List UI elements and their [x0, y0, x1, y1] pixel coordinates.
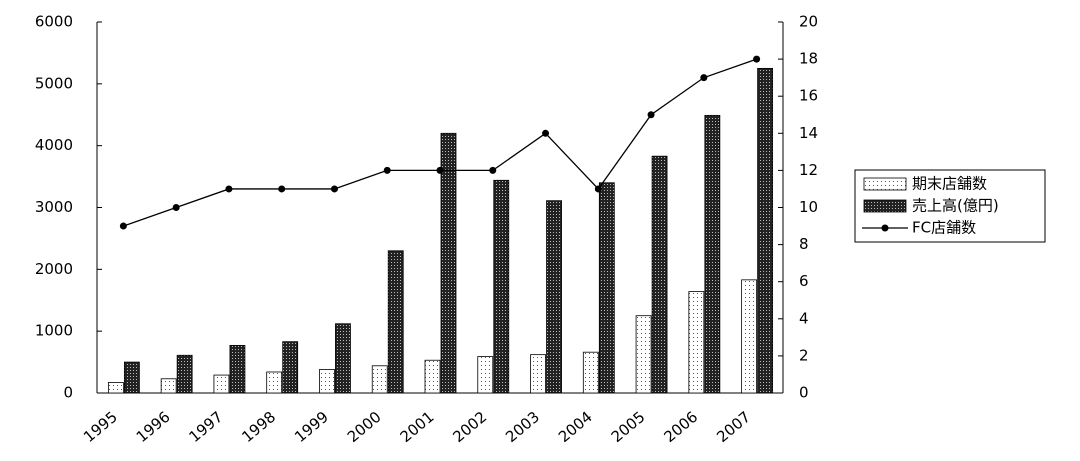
bar: [598, 182, 615, 394]
x-tick-label: 2003: [502, 408, 543, 446]
bar: [493, 179, 510, 394]
y-tick-label: 6000: [35, 13, 73, 31]
line-point: [489, 166, 497, 174]
y-tick-label: 2000: [35, 260, 73, 278]
bar: [335, 323, 351, 394]
bar: [704, 114, 721, 394]
legend-label: 期末店舗数: [912, 175, 987, 193]
y-tick-label: 0: [63, 384, 73, 402]
line-point: [225, 185, 233, 193]
x-tick-label: 1997: [186, 408, 227, 446]
bar: [282, 341, 299, 394]
line-point: [542, 129, 550, 137]
x-tick-label: 2004: [555, 408, 596, 446]
line-point: [330, 185, 338, 193]
bar: [440, 132, 457, 394]
y-tick-label: 5000: [35, 74, 73, 92]
x-tick-label: 1999: [291, 408, 332, 446]
bar: [176, 354, 193, 394]
bar: [213, 374, 230, 394]
y2-tick-label: 8: [799, 235, 809, 253]
x-tick-label: 2000: [344, 408, 385, 446]
x-tick-label: 2001: [397, 408, 438, 446]
x-tick-label: 1995: [80, 408, 121, 446]
line-point: [753, 55, 761, 63]
line-point: [119, 222, 127, 230]
y2-tick-label: 16: [799, 87, 818, 105]
bar: [651, 155, 668, 394]
line-point: [594, 185, 602, 193]
bar: [424, 359, 441, 394]
legend-swatch: [863, 199, 907, 213]
x-tick-label: 1996: [133, 408, 174, 446]
bar: [123, 361, 140, 394]
x-tick-label: 2005: [608, 408, 649, 446]
line-point: [700, 74, 708, 82]
legend-label: 売上高(億円): [912, 197, 999, 215]
line-point: [172, 204, 180, 211]
bar: [160, 378, 177, 394]
y2-tick-label: 14: [799, 124, 818, 142]
y2-tick-label: 10: [799, 198, 818, 216]
line-point: [647, 111, 655, 119]
legend-swatch: [881, 224, 889, 232]
bar: [741, 279, 758, 394]
bar: [319, 369, 335, 394]
y2-tick-label: 18: [799, 50, 818, 68]
y2-tick-label: 12: [799, 161, 818, 179]
bar: [688, 291, 705, 394]
bar: [371, 365, 388, 394]
y-tick-label: 1000: [35, 322, 73, 340]
x-tick-label: 2006: [660, 408, 701, 446]
line-point: [436, 166, 444, 174]
bar: [635, 315, 652, 394]
y2-tick-label: 6: [799, 272, 809, 290]
y2-tick-label: 2: [799, 346, 809, 364]
bar: [266, 371, 283, 394]
bar: [387, 250, 404, 394]
bar: [546, 200, 562, 394]
legend-label: FC店舗数: [912, 219, 976, 237]
y2-tick-label: 20: [799, 13, 818, 31]
legend-swatch: [863, 177, 907, 191]
x-tick-label: 1998: [238, 408, 279, 446]
y-tick-label: 4000: [35, 136, 73, 154]
bar: [582, 351, 599, 394]
bar: [477, 356, 494, 394]
x-tick-label: 2002: [449, 408, 490, 446]
y2-tick-label: 4: [799, 309, 809, 327]
line-point: [383, 166, 391, 174]
line-point: [278, 185, 286, 193]
legend: 期末店舗数 売上高(億円) FC店舗数: [854, 169, 1046, 243]
bar: [757, 67, 774, 394]
bar: [530, 354, 546, 394]
y-tick-label: 3000: [35, 198, 73, 216]
bar: [107, 382, 124, 394]
y2-tick-label: 0: [799, 384, 809, 402]
bar: [229, 344, 246, 394]
x-tick-label: 2007: [713, 408, 754, 446]
